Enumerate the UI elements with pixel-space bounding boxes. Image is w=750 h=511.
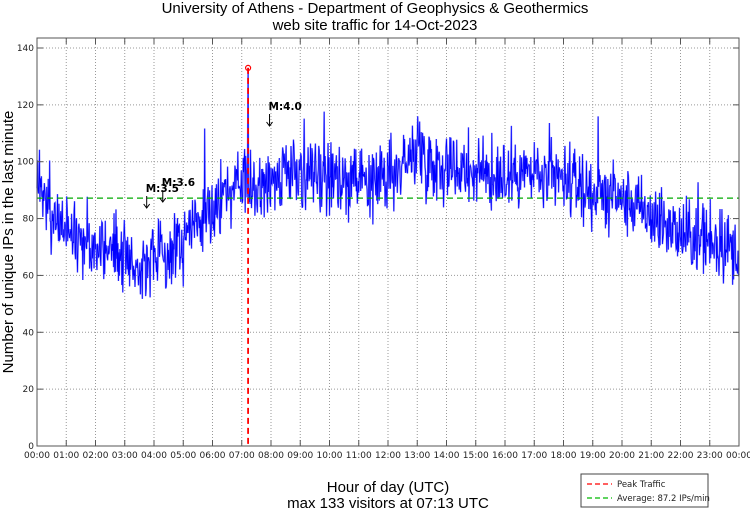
x-tick-label: 16:00 xyxy=(492,451,518,461)
x-tick-label: 23:00 xyxy=(697,451,723,461)
x-tick-label: 00:00 xyxy=(726,451,750,461)
arrow-down-icon xyxy=(266,121,273,127)
x-tick-label: 09:00 xyxy=(287,451,313,461)
y-tick-label: 80 xyxy=(23,215,35,225)
x-axis-label: Hour of day (UTC) xyxy=(327,479,450,496)
x-tick-label: 19:00 xyxy=(580,451,606,461)
y-tick-label: 20 xyxy=(23,385,35,395)
x-tick-label: 20:00 xyxy=(609,451,635,461)
legend-label-peak: Peak Traffic xyxy=(617,480,666,490)
y-axis-label: Number of unique IPs in the last minute xyxy=(0,111,17,374)
x-tick-label: 04:00 xyxy=(141,451,167,461)
annotation-label: M:3.6 xyxy=(162,177,195,189)
legend: Peak Traffic Average: 87.2 IPs/min xyxy=(580,473,710,508)
series-line xyxy=(36,67,740,299)
arrow-down-icon xyxy=(143,203,151,209)
peak-marker xyxy=(244,64,252,72)
grid-lines xyxy=(37,38,739,446)
chart-subtitle: web site traffic for 14-Oct-2023 xyxy=(272,17,478,34)
x-tick-label: 11:00 xyxy=(346,451,372,461)
arrow-down-icon xyxy=(159,197,167,203)
x-tick-label: 00:00 xyxy=(24,451,50,461)
overlay-lines xyxy=(37,64,739,446)
x-tick-label: 10:00 xyxy=(317,451,343,461)
x-tick-label: 21:00 xyxy=(638,451,664,461)
x-tick-label: 05:00 xyxy=(170,451,196,461)
y-tick-label: 140 xyxy=(17,44,34,54)
x-tick-label: 22:00 xyxy=(668,451,694,461)
x-tick-label: 13:00 xyxy=(404,451,430,461)
legend-label-average: Average: 87.2 IPs/min xyxy=(617,494,710,504)
x-tick-label: 12:00 xyxy=(375,451,401,461)
annotations: M:3.5M:3.6 M:4.0 xyxy=(143,101,302,209)
x-axis-sublabel: max 133 visitors at 07:13 UTC xyxy=(287,495,489,511)
x-tick-label: 14:00 xyxy=(434,451,460,461)
x-tick-label: 15:00 xyxy=(463,451,489,461)
x-tick-label: 08:00 xyxy=(258,451,284,461)
y-tick-label: 40 xyxy=(23,328,35,338)
x-tick-label: 07:00 xyxy=(229,451,255,461)
y-tick-label: 100 xyxy=(17,158,34,168)
y-tick-label: 0 xyxy=(28,442,34,452)
x-tick-label: 01:00 xyxy=(53,451,79,461)
y-tick-label: 60 xyxy=(23,271,35,281)
x-tick-label: 02:00 xyxy=(83,451,109,461)
series-line-halo xyxy=(36,67,740,299)
x-tick-label: 18:00 xyxy=(551,451,577,461)
y-tick-label: 120 xyxy=(17,101,34,111)
data-series xyxy=(36,67,740,299)
x-tick-label: 06:00 xyxy=(200,451,226,461)
x-tick-label: 03:00 xyxy=(112,451,138,461)
chart-title: University of Athens - Department of Geo… xyxy=(162,0,589,17)
annotation-label: M:4.0 xyxy=(269,101,302,113)
annotation-label: M:3.5 xyxy=(146,183,179,195)
legend-box xyxy=(580,473,709,508)
x-tick-label: 17:00 xyxy=(521,451,547,461)
